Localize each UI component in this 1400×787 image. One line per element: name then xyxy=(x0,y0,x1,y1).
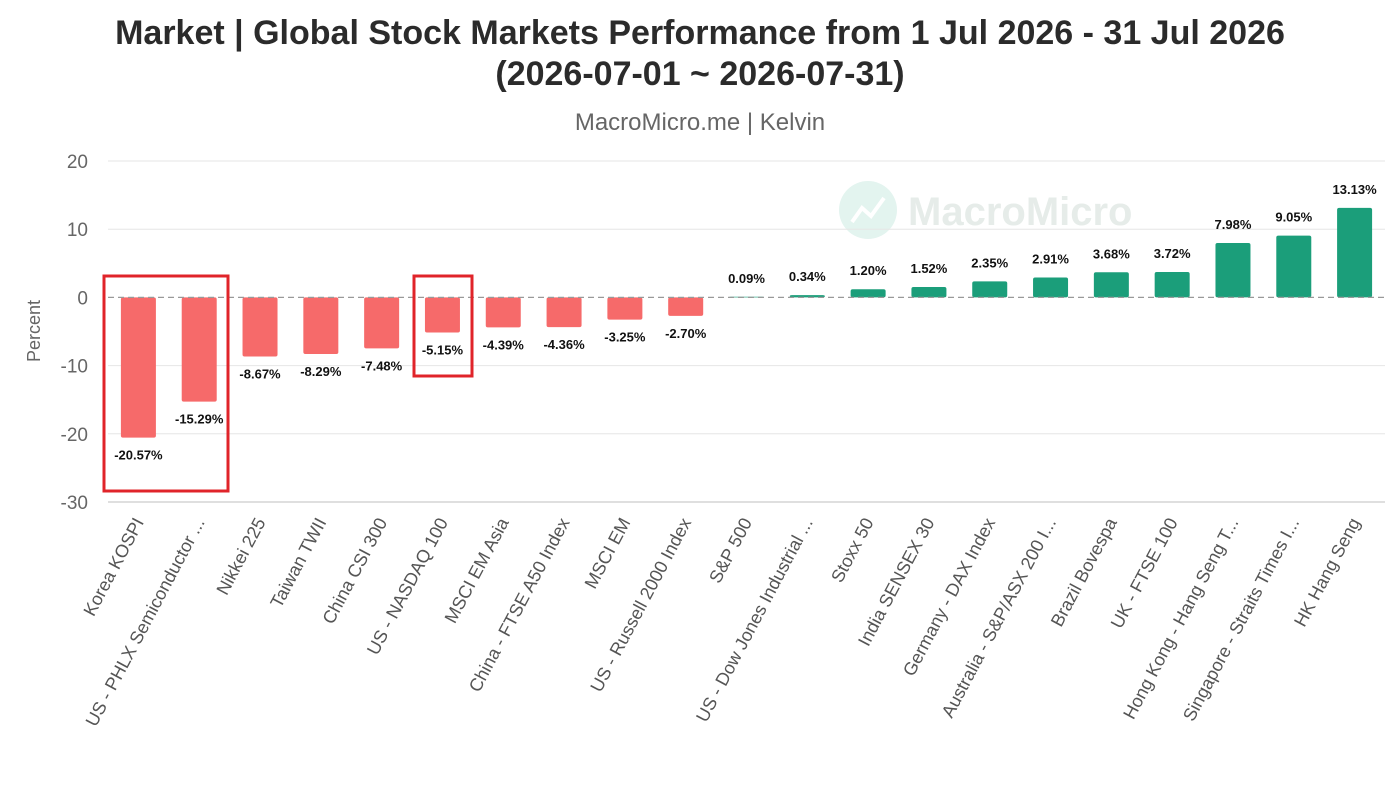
highlight-boxes xyxy=(102,274,474,493)
x-tick-label: Hong Kong - Hang Seng T... xyxy=(1119,514,1242,722)
data-label: -8.29% xyxy=(300,364,342,379)
bar xyxy=(850,289,886,298)
y-axis-ticks: 20 10 0 -10 -20 -30 xyxy=(61,152,88,514)
data-label: 2.91% xyxy=(1032,252,1069,267)
data-label: -7.48% xyxy=(361,358,403,373)
data-label: -4.36% xyxy=(543,337,585,352)
x-tick-label: HK Hang Seng xyxy=(1290,514,1364,629)
x-tick-label: Australia - S&P/ASX 200 I... xyxy=(938,514,1060,720)
bar xyxy=(1215,242,1251,298)
data-label: 13.13% xyxy=(1333,182,1378,197)
highlight-box xyxy=(412,274,474,378)
data-label: -5.15% xyxy=(422,343,464,358)
data-label: 3.68% xyxy=(1093,246,1130,261)
data-label: 0.34% xyxy=(789,269,826,284)
bar xyxy=(546,297,582,328)
bar xyxy=(120,297,156,438)
bar xyxy=(303,297,339,354)
watermark: MacroMicro xyxy=(839,181,1133,239)
bar xyxy=(485,297,521,328)
data-label: -8.67% xyxy=(239,367,281,382)
x-tick-label: S&P 500 xyxy=(705,514,756,586)
data-label: -15.29% xyxy=(175,412,224,427)
bar xyxy=(1154,272,1190,298)
data-label: 9.05% xyxy=(1275,210,1312,225)
y-tick-label: 20 xyxy=(67,152,88,173)
data-label: 3.72% xyxy=(1154,246,1191,261)
watermark-logo-icon xyxy=(839,181,897,239)
highlight-box xyxy=(102,274,230,493)
x-tick-label: Nikkei 225 xyxy=(212,514,269,598)
bar xyxy=(1033,277,1069,298)
bar xyxy=(1093,272,1129,298)
y-tick-label: -30 xyxy=(61,493,88,514)
x-tick-label: UK - FTSE 100 xyxy=(1107,514,1182,631)
y-tick-label: 0 xyxy=(77,288,88,309)
x-tick-label: Singapore - Straits Times I... xyxy=(1179,514,1303,724)
chart-subtitle: MacroMicro.me | Kelvin xyxy=(575,109,825,136)
watermark-logo-line-icon xyxy=(850,196,886,224)
data-label: -4.39% xyxy=(483,337,525,352)
x-tick-label: MSCI EM Asia xyxy=(441,514,514,627)
bar xyxy=(181,297,217,402)
y-tick-label: 10 xyxy=(67,220,88,241)
data-label: 2.35% xyxy=(971,255,1008,270)
gridlines xyxy=(108,160,1385,503)
bar xyxy=(1276,235,1312,298)
bar xyxy=(424,297,460,333)
watermark-text: MacroMicro xyxy=(908,190,1133,234)
data-labels: -20.57% -15.29% -8.67% -8.29% -7.48% -5.15% -4… xyxy=(114,182,1377,463)
data-label: 7.98% xyxy=(1215,217,1252,232)
data-label: 1.52% xyxy=(910,261,947,276)
bars xyxy=(120,207,1373,438)
data-label: -2.70% xyxy=(665,326,707,341)
x-tick-label: Taiwan TWII xyxy=(266,514,330,611)
y-axis-label: Percent xyxy=(24,300,44,362)
chart-title: Market | Global Stock Markets Performanc… xyxy=(115,14,1285,52)
x-tick-label: US - PHLX Semiconductor ... xyxy=(82,514,209,729)
bar xyxy=(911,287,947,298)
data-label: 1.20% xyxy=(850,263,887,278)
x-tick-label: Brazil Bovespa xyxy=(1047,514,1121,630)
y-tick-label: -10 xyxy=(61,357,88,378)
chart-title-date-range: (2026-07-01 ~ 2026-07-31) xyxy=(495,55,904,93)
x-tick-label: MSCI EM xyxy=(581,514,635,591)
x-tick-label: Stoxx 50 xyxy=(827,514,878,585)
bar xyxy=(668,297,704,316)
bar xyxy=(729,296,764,298)
bar xyxy=(364,297,400,349)
x-tick-label: US - Dow Jones Industrial ... xyxy=(692,514,817,725)
x-tick-label: China CSI 300 xyxy=(319,514,392,627)
y-tick-label: -20 xyxy=(61,425,88,446)
bar xyxy=(607,297,643,320)
x-tick-label: Korea KOSPI xyxy=(80,514,148,619)
data-label: -3.25% xyxy=(604,330,646,345)
bar xyxy=(1337,207,1373,298)
bar xyxy=(972,281,1008,298)
data-label: 0.09% xyxy=(728,271,765,286)
bar xyxy=(242,297,278,357)
data-label: -20.57% xyxy=(114,448,163,463)
